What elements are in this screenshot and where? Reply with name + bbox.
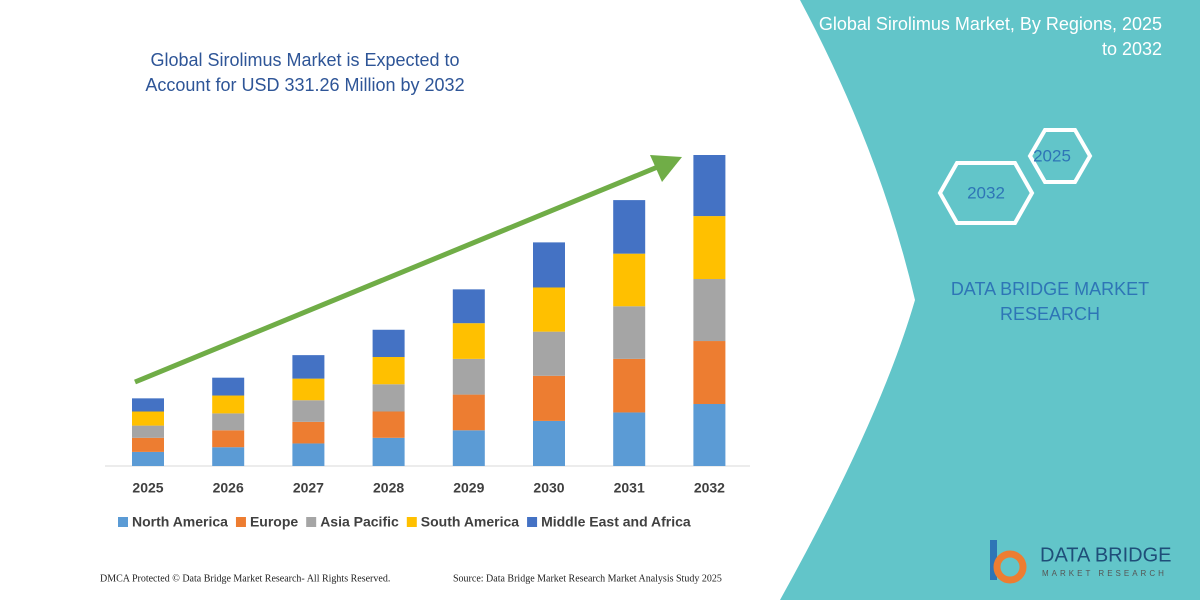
logo-icon <box>990 540 1027 584</box>
bar-segment <box>533 375 565 421</box>
bar-segment <box>132 398 164 412</box>
legend-label: Asia Pacific <box>320 514 399 530</box>
bar-segment <box>693 341 726 404</box>
bar-segment <box>452 289 485 324</box>
bar-segment <box>533 331 565 376</box>
legend-swatch <box>306 517 317 527</box>
legend-swatch <box>118 517 128 527</box>
brand: DATA BRIDGE MARKET RESEARCH <box>950 279 1150 324</box>
chart-title: Global Sirolimus Market is Expected to A… <box>145 50 465 95</box>
bar-segment <box>212 395 245 414</box>
x-tick-label: 2025 <box>132 480 163 496</box>
bar-segment <box>292 443 325 466</box>
x-tick-label: 2027 <box>293 480 324 496</box>
legend-swatch <box>406 517 417 527</box>
footer-right: Source: Data Bridge Market Research Mark… <box>453 573 722 584</box>
bar-segment <box>452 323 485 359</box>
legend-label: South America <box>421 514 519 530</box>
hex-label: 2032 <box>967 183 1005 202</box>
bar-segment <box>533 242 565 288</box>
logo-name: DATA BRIDGE <box>1040 544 1172 566</box>
bar-segment <box>372 437 405 466</box>
x-tick-label: 2028 <box>373 480 404 496</box>
hex-label: 2025 <box>1033 146 1071 165</box>
arrow-head <box>650 155 682 182</box>
x-tick-label: 2032 <box>694 480 725 496</box>
legend-label: Middle East and Africa <box>541 514 691 530</box>
bar-segment <box>372 411 405 438</box>
bar-segment <box>292 378 325 401</box>
bar-segment <box>533 420 565 466</box>
side-title: Global Sirolimus Market, By Regions, 202… <box>818 14 1162 59</box>
bar-segment <box>212 413 245 431</box>
bar-segment <box>212 377 245 396</box>
bar-segment <box>292 400 325 422</box>
bar-segment <box>452 394 485 431</box>
bar-segment <box>372 384 405 412</box>
footer-left: DMCA Protected © Data Bridge Market Rese… <box>100 573 390 584</box>
bar-segment <box>212 430 245 448</box>
x-tick-label: 2030 <box>533 480 564 496</box>
trend-arrow <box>134 163 661 385</box>
side-panel-bg <box>780 0 1200 600</box>
bar-segment <box>132 451 164 466</box>
bar-segment <box>452 430 485 466</box>
bar-segment <box>693 216 726 280</box>
bar-segment <box>372 329 405 358</box>
bar-segment <box>132 411 164 426</box>
bar-segment <box>452 358 485 395</box>
x-tick-label: 2026 <box>213 480 244 496</box>
bar-segment <box>693 279 726 342</box>
legend-label: North America <box>132 514 228 530</box>
legend-label: Europe <box>250 514 298 530</box>
bar-segment <box>613 412 646 466</box>
bar-segment <box>613 200 646 254</box>
bar-segment <box>132 425 164 438</box>
bar-segment <box>132 437 164 452</box>
bar-segment <box>613 306 646 359</box>
bar-segment <box>533 287 565 332</box>
legend-swatch <box>235 517 246 527</box>
bar-segment <box>693 155 726 217</box>
bar-segment <box>613 253 646 307</box>
hexagon <box>1027 128 1093 184</box>
hexagon <box>937 161 1035 225</box>
x-tick-label: 2031 <box>614 480 645 496</box>
bar-segment <box>693 403 726 466</box>
bar-segment <box>292 421 325 444</box>
bar-segment <box>372 357 405 385</box>
bar-segment <box>292 355 325 379</box>
logo-tagline: MARKET RESEARCH <box>1042 569 1167 578</box>
legend-swatch <box>527 517 538 527</box>
bar-segment <box>212 447 245 466</box>
bar-segment <box>613 358 646 413</box>
x-tick-label: 2029 <box>453 480 484 496</box>
